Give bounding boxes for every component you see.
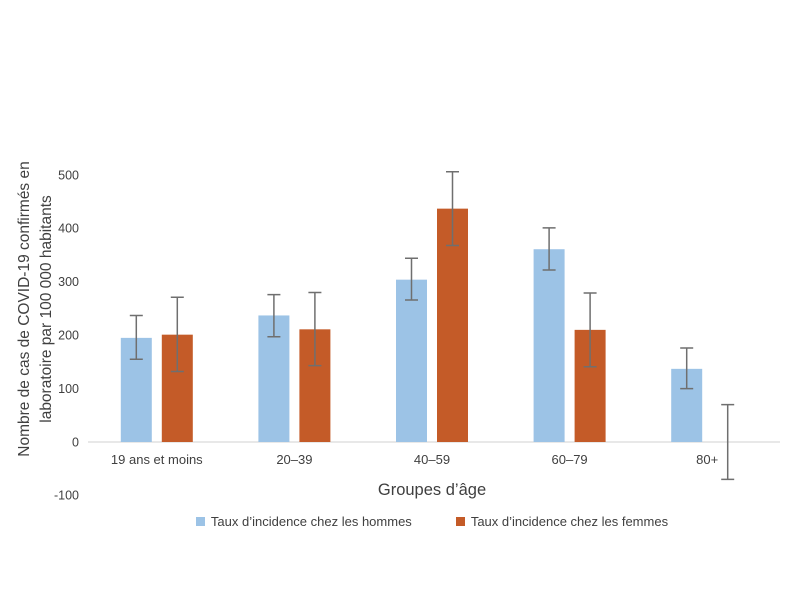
x-tick-label: 80+ <box>696 452 718 467</box>
error-bar-hommes <box>405 257 418 301</box>
error-bar-hommes <box>542 227 556 271</box>
bar-femmes <box>437 208 468 442</box>
bar-hommes <box>396 279 427 442</box>
error-bar-femmes <box>721 403 735 481</box>
y-tick-label: 100 <box>58 382 79 396</box>
bar-hommes <box>533 249 565 442</box>
legend-label-hommes: Taux d’incidence chez les hommes <box>210 514 412 529</box>
y-tick-label: 500 <box>58 168 79 182</box>
x-axis-title: Groupes d’âge <box>377 481 487 499</box>
error-bar-hommes <box>267 293 281 338</box>
x-tick-label: 40–59 <box>414 452 450 467</box>
y-tick-label: 300 <box>58 275 79 289</box>
legend-item-hommes: Taux d’incidence chez les hommes <box>195 514 412 529</box>
error-bar-hommes <box>680 347 694 390</box>
error-bar-femmes <box>583 292 597 368</box>
error-bar-hommes <box>129 314 143 360</box>
legend: Taux d’incidence chez les hommes Taux d’… <box>88 514 776 529</box>
error-bar-femmes <box>308 291 322 367</box>
error-bar-femmes <box>170 296 184 373</box>
y-tick-label: 200 <box>58 329 79 343</box>
x-tick-label: 19 ans et moins <box>111 452 203 467</box>
x-tick-label: 20–39 <box>276 452 312 467</box>
legend-item-femmes: Taux d’incidence chez les femmes <box>455 514 669 529</box>
y-tick-label: -100 <box>54 489 79 503</box>
y-tick-label: 0 <box>72 435 79 449</box>
y-tick-label: 400 <box>58 222 79 236</box>
error-bar-femmes <box>446 171 459 247</box>
x-tick-label: 60–79 <box>552 452 588 467</box>
legend-swatch-femmes-icon <box>455 517 465 526</box>
legend-swatch-hommes-icon <box>195 517 205 526</box>
legend-label-femmes: Taux d’incidence chez les femmes <box>470 514 669 529</box>
